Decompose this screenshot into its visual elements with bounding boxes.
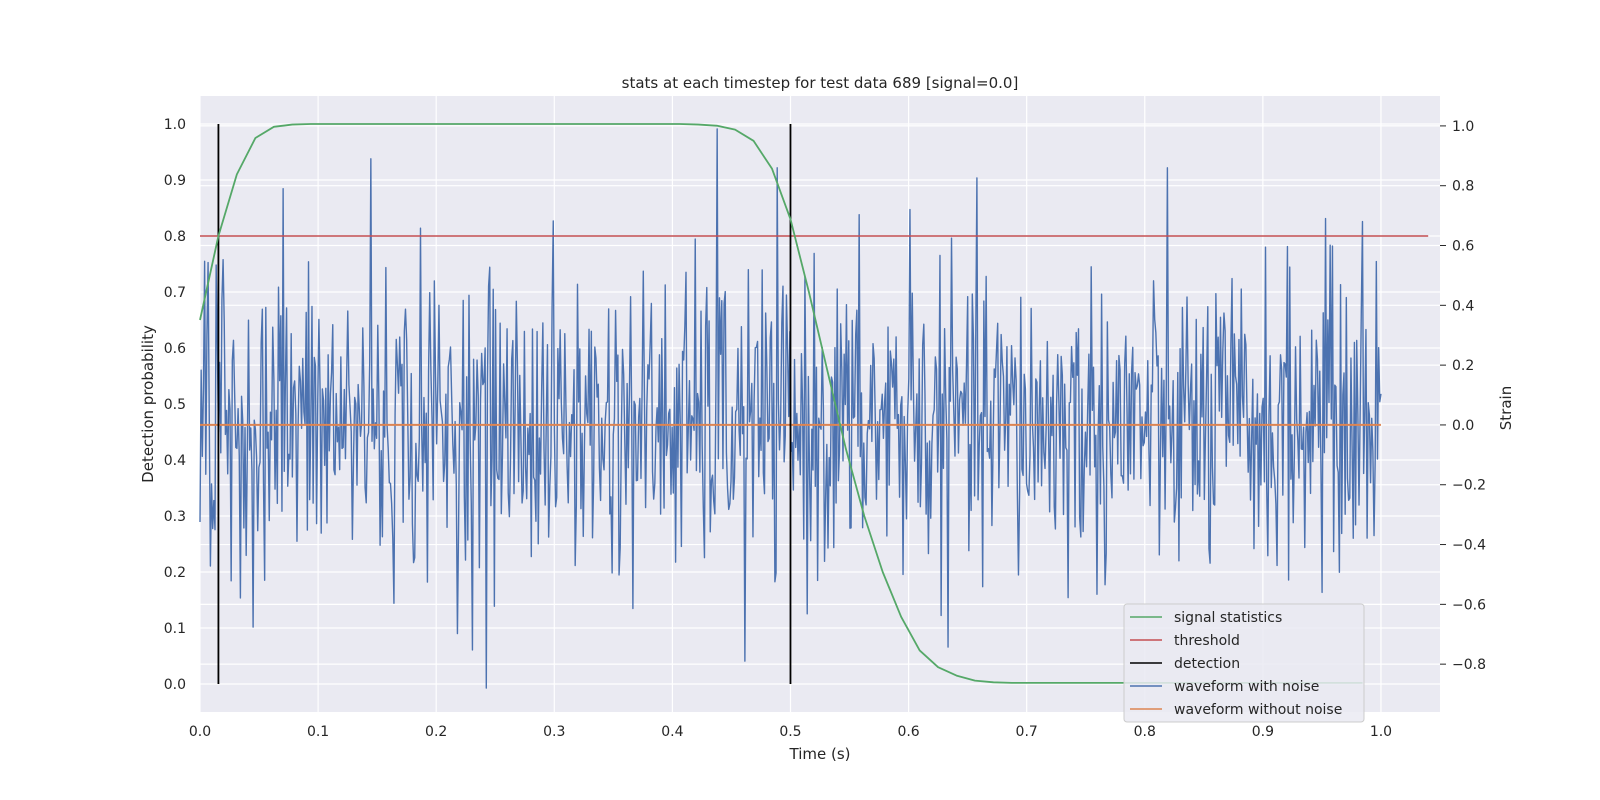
y-right-tick-label: 1.0 xyxy=(1452,119,1474,135)
x-tick-label: 0.6 xyxy=(897,724,919,740)
x-tick-label: 0.1 xyxy=(307,724,329,740)
x-tick-label: 0.2 xyxy=(425,724,447,740)
x-tick-label: 0.4 xyxy=(661,724,683,740)
legend-entry-threshold: threshold xyxy=(1130,633,1240,649)
x-tick-label: 0.3 xyxy=(543,724,565,740)
y-left-tick-label: 0.4 xyxy=(164,453,186,469)
legend-label-threshold: threshold xyxy=(1174,633,1240,649)
y-right-tick-label: −0.8 xyxy=(1452,657,1486,673)
y-right-tick-label: 0.2 xyxy=(1452,358,1474,374)
y-right-tick-label: −0.4 xyxy=(1452,538,1486,554)
y-right-tick-label: 0.8 xyxy=(1452,179,1474,195)
x-tick-label: 0.5 xyxy=(779,724,801,740)
y-left-tick-label: 1.0 xyxy=(164,117,186,133)
x-tick-label: 1.0 xyxy=(1370,724,1392,740)
y-right-axis-label: Strain xyxy=(1497,386,1515,430)
y-left-tick-label: 0.6 xyxy=(164,341,186,357)
x-tick-label: 0.0 xyxy=(189,724,211,740)
y-left-tick-label: 0.5 xyxy=(164,397,186,413)
chart-title: stats at each timestep for test data 689… xyxy=(622,74,1019,92)
legend-entry-signal-statistics: signal statistics xyxy=(1130,610,1282,626)
legend-label-waveform-with-noise: waveform with noise xyxy=(1174,679,1319,695)
x-tick-labels: 0.0 0.1 0.2 0.3 0.4 0.5 0.6 0.7 0.8 0.9 1.0 xyxy=(189,724,1392,740)
x-tick-label: 0.8 xyxy=(1134,724,1156,740)
y-right-tick-labels: −0.8 −0.6 −0.4 −0.2 0.0 0.2 0.4 0.6 0.8 1.0 xyxy=(1440,119,1486,673)
y-left-tick-labels: 0.0 0.1 0.2 0.3 0.4 0.5 0.6 0.7 0.8 0.9 1.0 xyxy=(164,117,186,693)
legend: signal statistics threshold detection wa… xyxy=(1123,603,1365,723)
y-left-tick-label: 0.9 xyxy=(164,173,186,189)
legend-entry-detection: detection xyxy=(1130,656,1240,672)
y-right-tick-label: 0.0 xyxy=(1452,418,1474,434)
y-left-tick-label: 0.8 xyxy=(164,229,186,245)
y-left-tick-label: 0.3 xyxy=(164,509,186,525)
y-left-tick-label: 0.7 xyxy=(164,285,186,301)
x-tick-label: 0.7 xyxy=(1016,724,1038,740)
legend-label-waveform-without-noise: waveform without noise xyxy=(1174,702,1342,718)
x-tick-label: 0.9 xyxy=(1252,724,1274,740)
legend-box xyxy=(1123,603,1365,723)
legend-entry-waveform-with-noise: waveform with noise xyxy=(1130,679,1319,695)
y-left-tick-label: 0.2 xyxy=(164,565,186,581)
y-right-tick-label: 0.6 xyxy=(1452,239,1474,255)
y-right-tick-label: −0.6 xyxy=(1452,597,1486,613)
y-right-tick-label: −0.2 xyxy=(1452,478,1486,494)
y-left-tick-label: 0.0 xyxy=(164,677,186,693)
x-axis-label: Time (s) xyxy=(789,745,851,763)
y-left-tick-label: 0.1 xyxy=(164,621,186,637)
legend-label-detection: detection xyxy=(1174,656,1240,672)
y-right-tick-label: 0.4 xyxy=(1452,298,1474,314)
legend-entry-waveform-without-noise: waveform without noise xyxy=(1130,702,1342,718)
y-left-axis-label: Detection probability xyxy=(139,325,157,483)
legend-label-signal-statistics: signal statistics xyxy=(1174,610,1282,626)
